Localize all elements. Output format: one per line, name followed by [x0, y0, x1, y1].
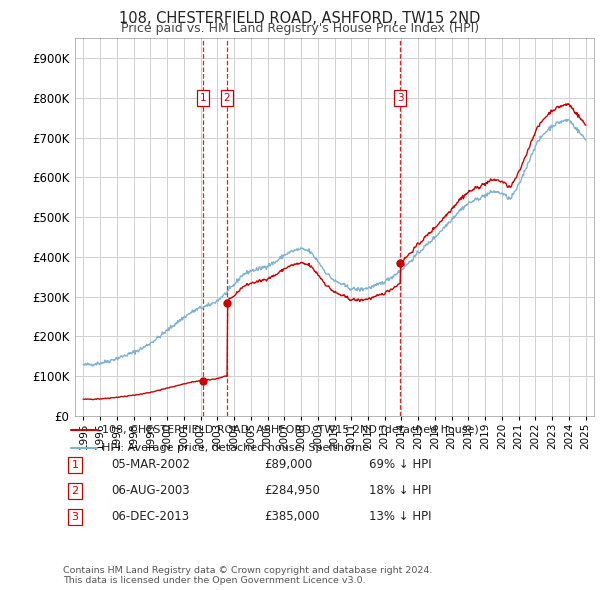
Text: 2: 2	[224, 93, 230, 103]
Text: 2: 2	[71, 486, 79, 496]
Text: 3: 3	[71, 512, 79, 522]
Text: 108, CHESTERFIELD ROAD, ASHFORD, TW15 2ND: 108, CHESTERFIELD ROAD, ASHFORD, TW15 2N…	[119, 11, 481, 25]
Text: £385,000: £385,000	[264, 510, 320, 523]
Text: £89,000: £89,000	[264, 458, 312, 471]
Text: 108, CHESTERFIELD ROAD, ASHFORD, TW15 2ND (detached house): 108, CHESTERFIELD ROAD, ASHFORD, TW15 2N…	[103, 425, 479, 435]
Text: HPI: Average price, detached house, Spelthorne: HPI: Average price, detached house, Spel…	[103, 443, 370, 453]
Text: 05-MAR-2002: 05-MAR-2002	[111, 458, 190, 471]
Text: 18% ↓ HPI: 18% ↓ HPI	[369, 484, 431, 497]
Text: 13% ↓ HPI: 13% ↓ HPI	[369, 510, 431, 523]
Text: 06-AUG-2003: 06-AUG-2003	[111, 484, 190, 497]
Text: £284,950: £284,950	[264, 484, 320, 497]
Text: 1: 1	[71, 460, 79, 470]
Text: 3: 3	[397, 93, 403, 103]
Text: 1: 1	[200, 93, 207, 103]
Text: 69% ↓ HPI: 69% ↓ HPI	[369, 458, 431, 471]
Text: Price paid vs. HM Land Registry's House Price Index (HPI): Price paid vs. HM Land Registry's House …	[121, 22, 479, 35]
Text: 06-DEC-2013: 06-DEC-2013	[111, 510, 189, 523]
Text: Contains HM Land Registry data © Crown copyright and database right 2024.
This d: Contains HM Land Registry data © Crown c…	[63, 566, 433, 585]
